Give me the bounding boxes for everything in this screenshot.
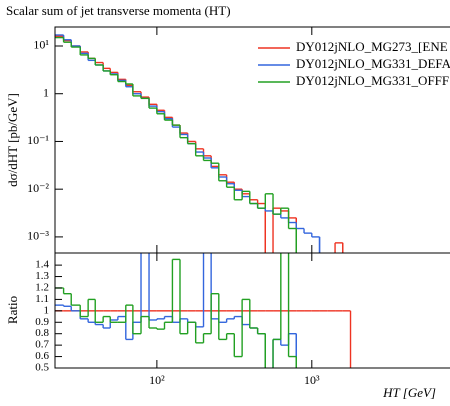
ratio-y-tick-label: 0.9 <box>35 316 49 328</box>
y-tick-label: 10⁻² <box>27 181 49 195</box>
x-tick-label: 10³ <box>304 373 320 387</box>
legend-label: DY012jNLO_MG273_[ENE <box>296 39 448 54</box>
x-axis-label: HT [GeV] <box>382 385 436 400</box>
ratio-y-tick-label: 0.8 <box>35 327 49 339</box>
ratio-y-tick-label: 0.7 <box>35 339 49 351</box>
ratio-y-tick-label: 1.3 <box>35 270 49 282</box>
ratio-y-tick-label: 1 <box>44 304 50 316</box>
y-tick-label: 10⁻¹ <box>27 133 49 147</box>
y-axis-label: dσ/dHT [pb/GeV] <box>5 93 20 187</box>
y-tick-label: 1 <box>43 85 49 99</box>
y-tick-label: 10⁻³ <box>27 229 49 243</box>
axes: 10⁻³10⁻²10⁻¹110¹0.50.60.70.80.911.11.21.… <box>27 26 450 387</box>
ratio-y-tick-label: 1.2 <box>35 282 49 294</box>
x-tick-label: 10² <box>149 373 165 387</box>
ratio-axis-label: Ratio <box>5 296 20 324</box>
ratio-y-tick-label: 0.5 <box>35 362 49 374</box>
legend-label: DY012jNLO_MG331_OFFF <box>296 73 449 88</box>
ratio-y-tick-label: 1.1 <box>35 293 49 305</box>
y-tick-label: 10¹ <box>33 38 49 52</box>
legend-label: DY012jNLO_MG331_DEFA <box>296 56 450 71</box>
ratio-y-tick-label: 0.6 <box>35 350 49 362</box>
chart-title: Scalar sum of jet transverse momenta (HT… <box>6 3 231 18</box>
ratio-plot <box>55 253 352 368</box>
main-plot <box>55 34 344 253</box>
ratio-y-tick-label: 1.4 <box>35 259 49 271</box>
